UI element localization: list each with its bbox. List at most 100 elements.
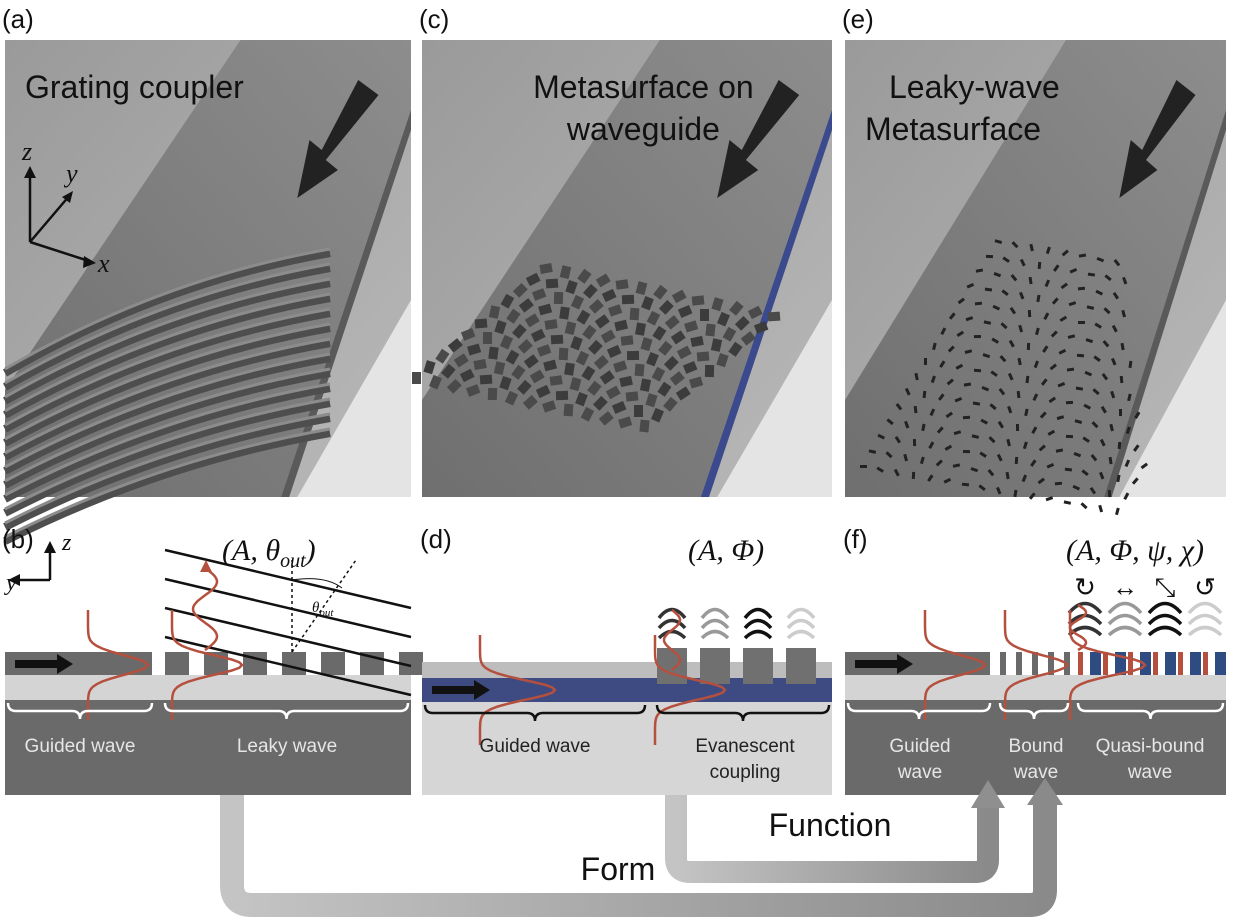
formula-close: ) — [304, 534, 316, 567]
pillar — [692, 295, 705, 305]
arrow-label: Form — [581, 851, 656, 887]
cladding — [845, 675, 1226, 700]
phase-arc — [1189, 604, 1221, 614]
region-label: Quasi-bound — [1096, 736, 1205, 757]
meta-atom — [1115, 508, 1120, 516]
axis-label: y — [4, 570, 17, 596]
phase-arc — [702, 610, 728, 619]
phase-arc — [1109, 604, 1141, 614]
pillar — [634, 405, 643, 417]
meta-bar — [1203, 652, 1208, 675]
phase-arc — [788, 632, 814, 639]
panel-c — [422, 40, 832, 497]
meta-atom — [1027, 343, 1030, 350]
meta-atom — [912, 472, 915, 479]
meta-atom — [913, 439, 916, 446]
phase-arc — [702, 632, 728, 639]
meta-atom — [860, 465, 867, 468]
pillar — [559, 307, 570, 320]
angle-label: θout — [312, 600, 334, 619]
region-label: wave — [1127, 762, 1172, 783]
region-label: Bound — [1009, 736, 1064, 757]
meta-atom — [1078, 321, 1085, 324]
pillar — [630, 308, 640, 321]
pillar — [657, 648, 687, 684]
region-label: Guided wave — [480, 736, 591, 757]
formula: (A, Φ, ψ, χ) — [1066, 534, 1204, 567]
pillar — [480, 375, 493, 385]
meta-bar — [1178, 652, 1183, 675]
meta-atom — [963, 416, 970, 419]
phase-arc — [745, 610, 771, 619]
panel-label: (f) — [843, 524, 868, 554]
bound-bar — [1000, 652, 1006, 675]
grating-tooth — [282, 652, 306, 675]
pillar — [488, 347, 498, 360]
panel-label: (a) — [2, 4, 34, 34]
meta-atom — [1066, 435, 1073, 438]
formula: (A, θout) — [222, 534, 316, 572]
pillar — [786, 648, 816, 684]
panel-label: (e) — [842, 4, 874, 34]
formula-main: (A, θ — [222, 534, 280, 567]
axis-label: x — [97, 249, 110, 278]
meta-bar — [1190, 652, 1201, 675]
polarization: ⤡ — [1155, 572, 1176, 602]
pillar — [700, 309, 709, 321]
grating-tooth — [321, 652, 345, 675]
meta-atom — [1066, 401, 1073, 404]
phase-arc — [1149, 616, 1181, 625]
pillar — [551, 335, 563, 345]
meta-atom — [1098, 505, 1103, 513]
arrow-label: Function — [769, 807, 892, 843]
pillar — [488, 388, 497, 400]
wavefront — [165, 579, 411, 637]
meta-atom — [924, 358, 927, 365]
phase-arc — [1109, 628, 1141, 636]
panel-label: (b) — [2, 524, 34, 554]
pillar — [634, 364, 644, 377]
pillar — [622, 295, 634, 304]
pillar — [554, 292, 563, 304]
bound-bar — [1032, 652, 1038, 675]
meta-atom — [963, 450, 970, 453]
meta-bar — [1215, 652, 1226, 675]
region-label: Guided wave — [25, 736, 136, 757]
meta-atom — [1038, 262, 1042, 269]
pillar — [559, 348, 569, 360]
region-label: wave — [897, 762, 942, 783]
meta-bar — [1078, 652, 1083, 675]
polarization: ↻ — [1074, 572, 1096, 602]
meta-atom — [1119, 409, 1122, 416]
figure: (a)Grating coupler(c)Metasurface onwaveg… — [0, 0, 1239, 918]
pillar — [639, 420, 649, 433]
panel-label: (c) — [419, 4, 449, 34]
polarization: ↺ — [1194, 572, 1216, 602]
pillar — [546, 279, 559, 289]
region-label: Leaky wave — [237, 736, 337, 757]
phase-arc — [1149, 604, 1181, 614]
bound-bar — [1008, 652, 1014, 675]
pillar — [483, 332, 492, 344]
meta-atom — [1118, 442, 1122, 449]
pillar — [550, 375, 563, 386]
formula-subscript: out — [280, 550, 306, 572]
bound-bar — [1024, 652, 1030, 675]
cladding — [5, 675, 411, 700]
pillar — [705, 365, 714, 377]
pillar — [697, 351, 710, 361]
panel-title: Metasurface on — [533, 69, 754, 105]
pillar — [564, 404, 574, 417]
formula: (A, Φ) — [688, 534, 764, 567]
pillar — [564, 362, 575, 375]
pillar — [556, 391, 568, 400]
meta-atom — [974, 369, 981, 372]
phase-arc — [745, 621, 771, 629]
panel-title: Metasurface — [865, 111, 1041, 147]
pillar — [616, 279, 629, 290]
pillar — [743, 648, 773, 684]
leaky-field — [193, 568, 217, 650]
meta-bar — [1103, 652, 1108, 675]
region-label: coupling — [710, 762, 781, 783]
phase-arc — [788, 621, 814, 629]
